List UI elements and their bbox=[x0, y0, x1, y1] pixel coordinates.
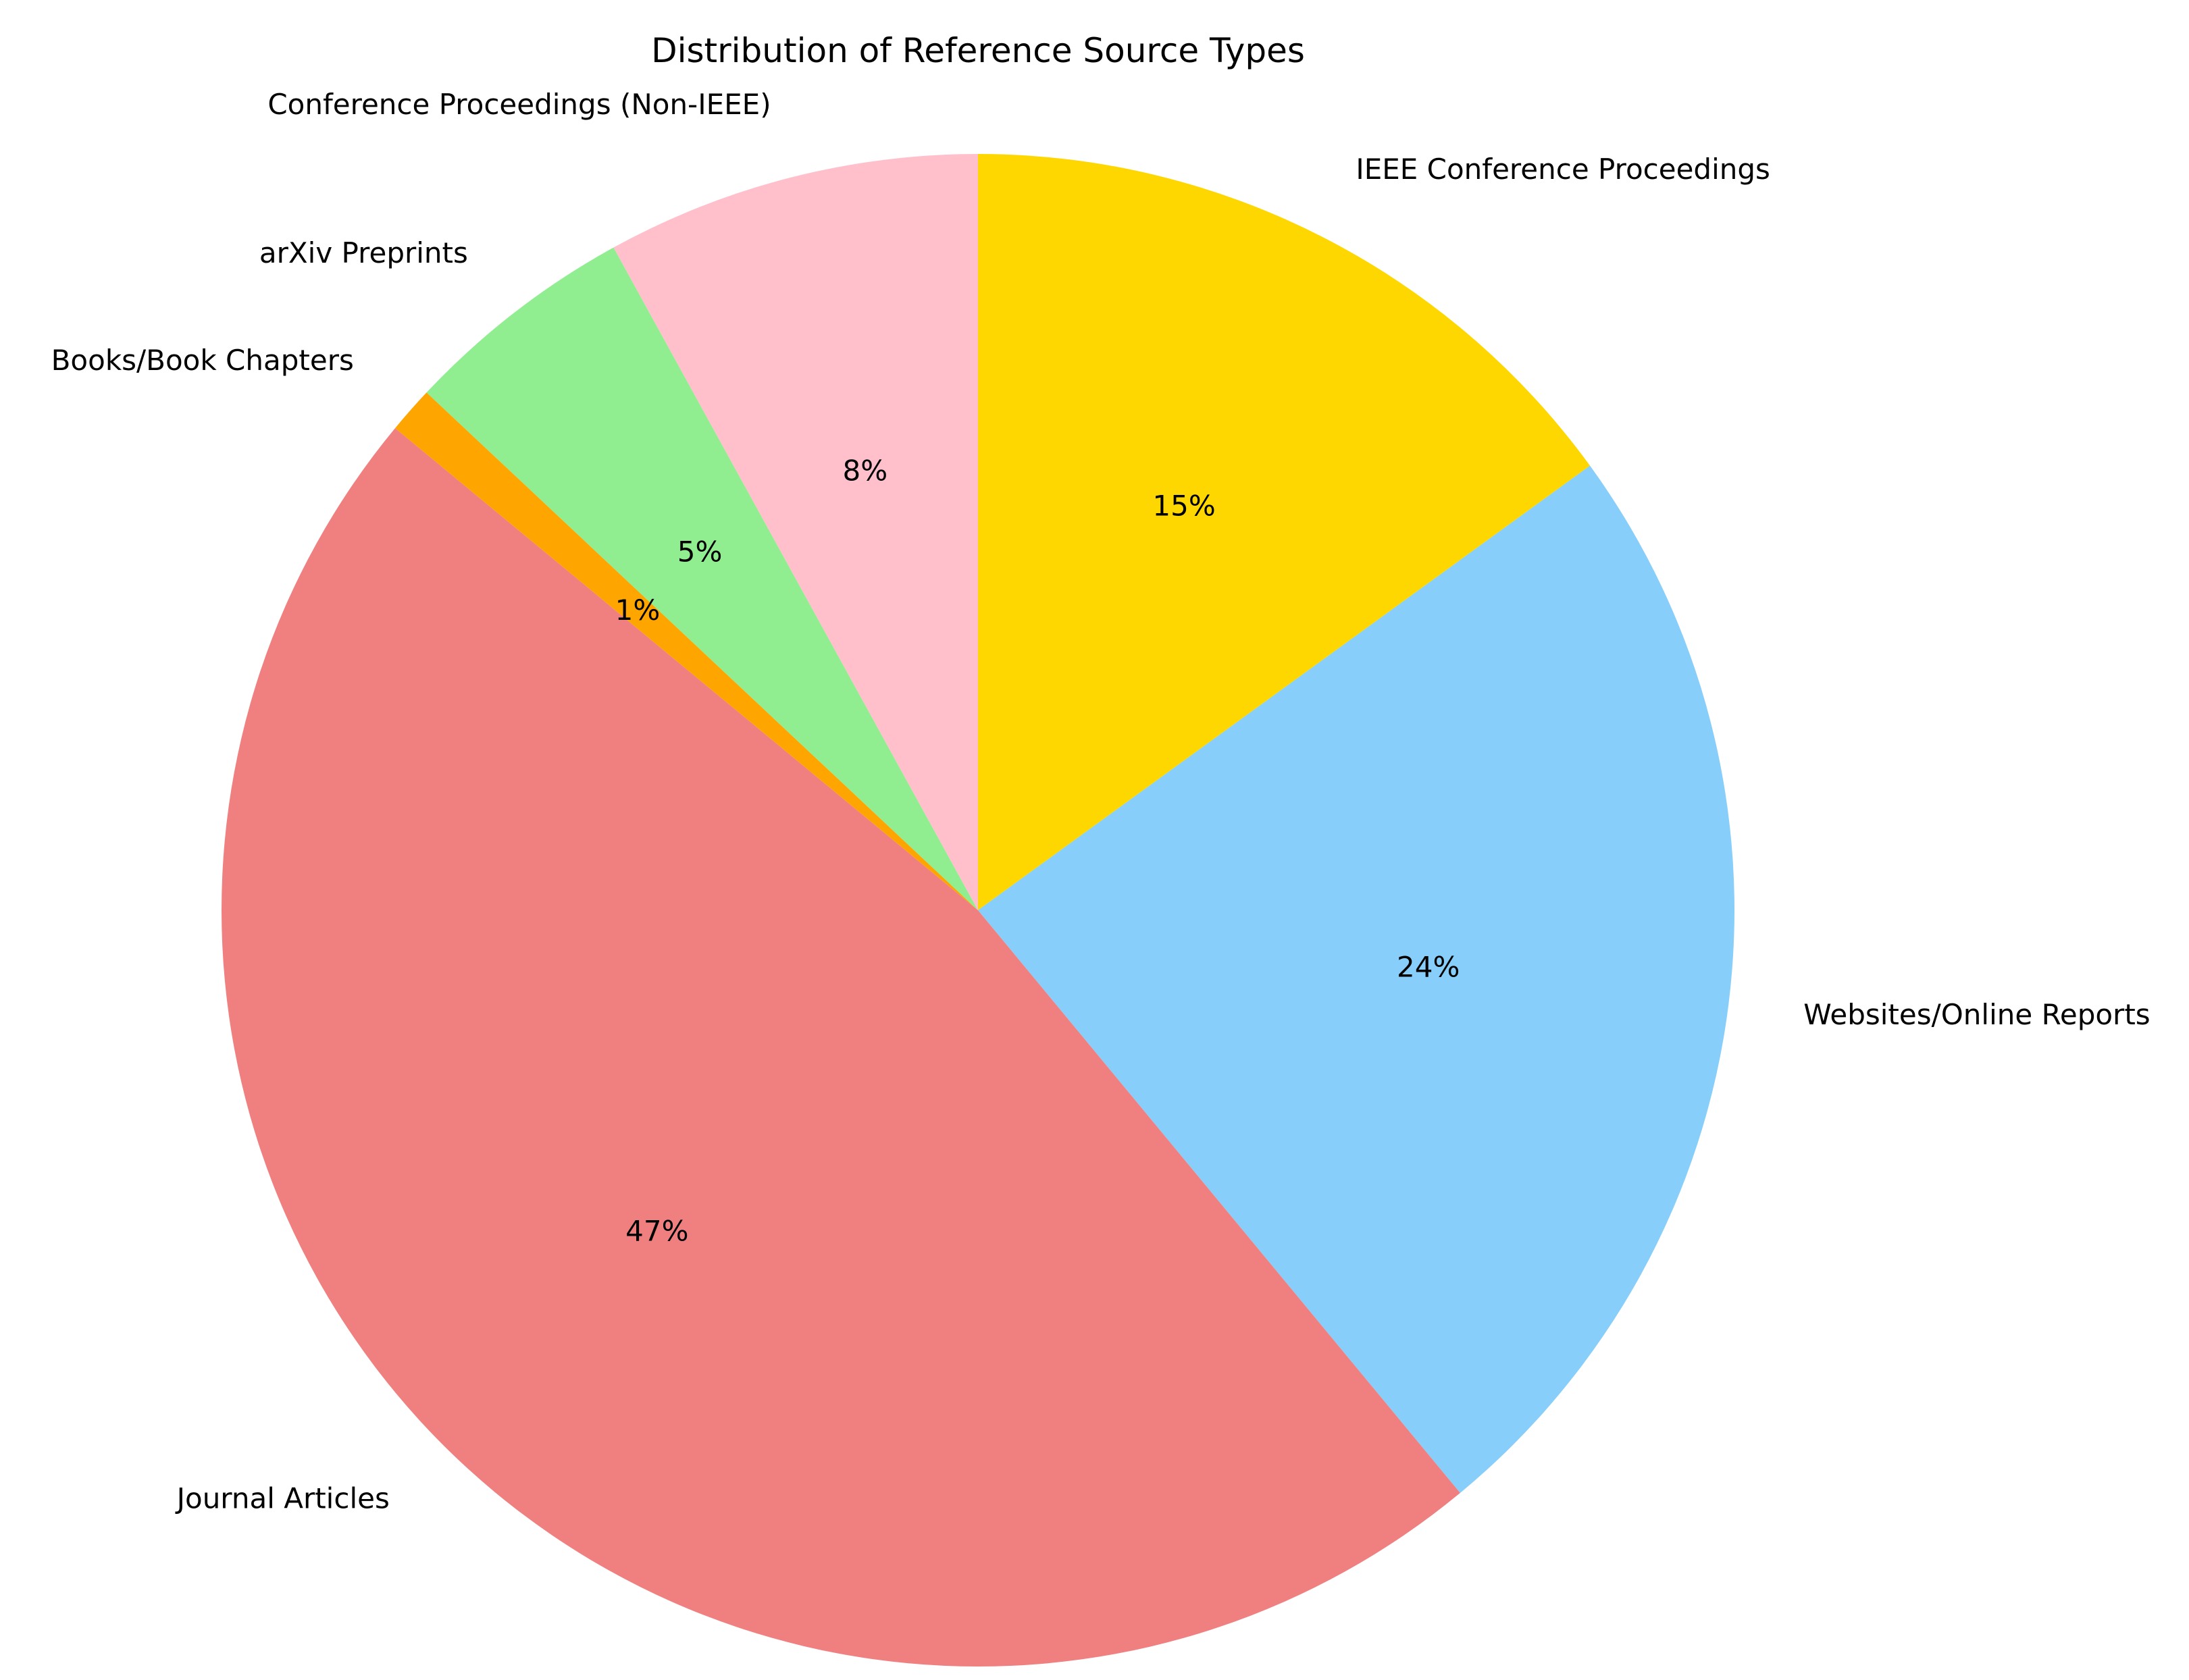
pie-slice-arxiv-preprints bbox=[426, 247, 978, 911]
pie-category-label: Websites/Online Reports bbox=[1803, 998, 2150, 1031]
pie-percent-label: 24% bbox=[1397, 951, 1460, 984]
pie-slice-conference-proceedings-non-ieee bbox=[613, 154, 978, 910]
pie-percent-label: 5% bbox=[677, 535, 723, 569]
pie-slice-ieee-conference-proceedings bbox=[978, 154, 1591, 910]
pie-slice-websites-online-reports bbox=[978, 465, 1734, 1493]
pie-percent-label: 15% bbox=[1152, 490, 1215, 523]
pie-category-label: IEEE Conference Proceedings bbox=[1356, 153, 1770, 186]
pie-category-label: Journal Articles bbox=[175, 1482, 390, 1515]
chart-title: Distribution of Reference Source Types bbox=[651, 31, 1305, 70]
pie-slice-books-book-chapters bbox=[395, 392, 978, 910]
pie-slice-journal-articles bbox=[222, 428, 1460, 1666]
pie-category-label: Books/Book Chapters bbox=[51, 344, 354, 377]
pie-category-label: Conference Proceedings (Non-IEEE) bbox=[267, 88, 771, 121]
pie-percent-labels: 15% 24% 47% 1% 5% 8% bbox=[615, 454, 1460, 1248]
pie-category-labels: IEEE Conference Proceedings Websites/Onli… bbox=[51, 88, 2151, 1515]
pie-category-label: arXiv Preprints bbox=[259, 236, 468, 269]
pie-slices bbox=[222, 154, 1734, 1666]
pie-percent-label: 8% bbox=[843, 454, 888, 488]
pie-percent-label: 1% bbox=[615, 594, 661, 627]
pie-percent-label: 47% bbox=[625, 1215, 688, 1248]
